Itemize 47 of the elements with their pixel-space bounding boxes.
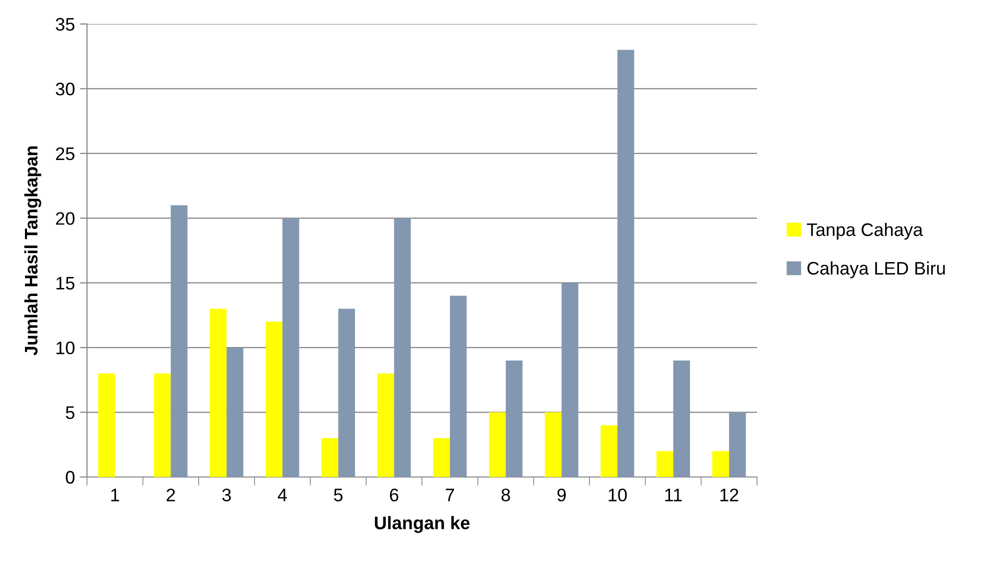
y-tick-label: 5: [66, 406, 74, 420]
y-tick-label: 15: [56, 276, 74, 290]
x-tick-label: 5: [334, 488, 343, 502]
bar: [617, 50, 634, 477]
bar: [600, 425, 618, 477]
bar: [729, 412, 746, 477]
y-tick-label: 0: [66, 470, 74, 484]
x-tick-label: 4: [278, 488, 287, 502]
y-tick-label: 25: [56, 147, 74, 160]
bar: [673, 360, 690, 477]
bar: [282, 218, 300, 477]
x-axis-title: Ulangan ke: [374, 516, 470, 533]
bar: [656, 451, 674, 477]
bar: [226, 348, 244, 477]
bar: [562, 282, 578, 477]
bar: [154, 373, 171, 477]
bar: [394, 218, 411, 477]
bar: [210, 308, 227, 477]
bar: [712, 451, 730, 477]
x-tick-label: 3: [222, 488, 231, 502]
bar: [489, 412, 506, 477]
x-tick-label: 6: [390, 488, 398, 502]
x-tick-label: 8: [502, 488, 510, 502]
bar: [450, 296, 467, 477]
x-tick-label: 9: [557, 488, 566, 502]
y-tick-label: 10: [56, 342, 74, 354]
bar: [98, 373, 115, 477]
y-tick-label: 30: [56, 82, 74, 96]
x-tick-label: 10: [608, 488, 627, 502]
bar: [266, 322, 282, 477]
x-tick-label: 1: [111, 488, 120, 502]
legend-label: Cahaya LED Biru: [807, 261, 945, 278]
bar: [544, 412, 562, 477]
bar: [506, 360, 522, 477]
bar: [322, 438, 338, 477]
bar: [377, 373, 394, 477]
y-tick-label: 35: [56, 18, 74, 31]
bar: [338, 308, 355, 477]
y-tick-label: 20: [56, 212, 74, 225]
x-tick-label: 7: [446, 488, 454, 502]
bar: [433, 438, 450, 477]
legend-label: Tanpa Cahaya: [806, 222, 923, 240]
x-tick-label: 2: [166, 488, 175, 502]
x-tick-label: 11: [665, 488, 682, 502]
y-axis-title: Jumlah Hasil Tangkapan: [24, 146, 42, 356]
bar: [170, 205, 188, 477]
x-tick-label: 12: [720, 488, 738, 502]
